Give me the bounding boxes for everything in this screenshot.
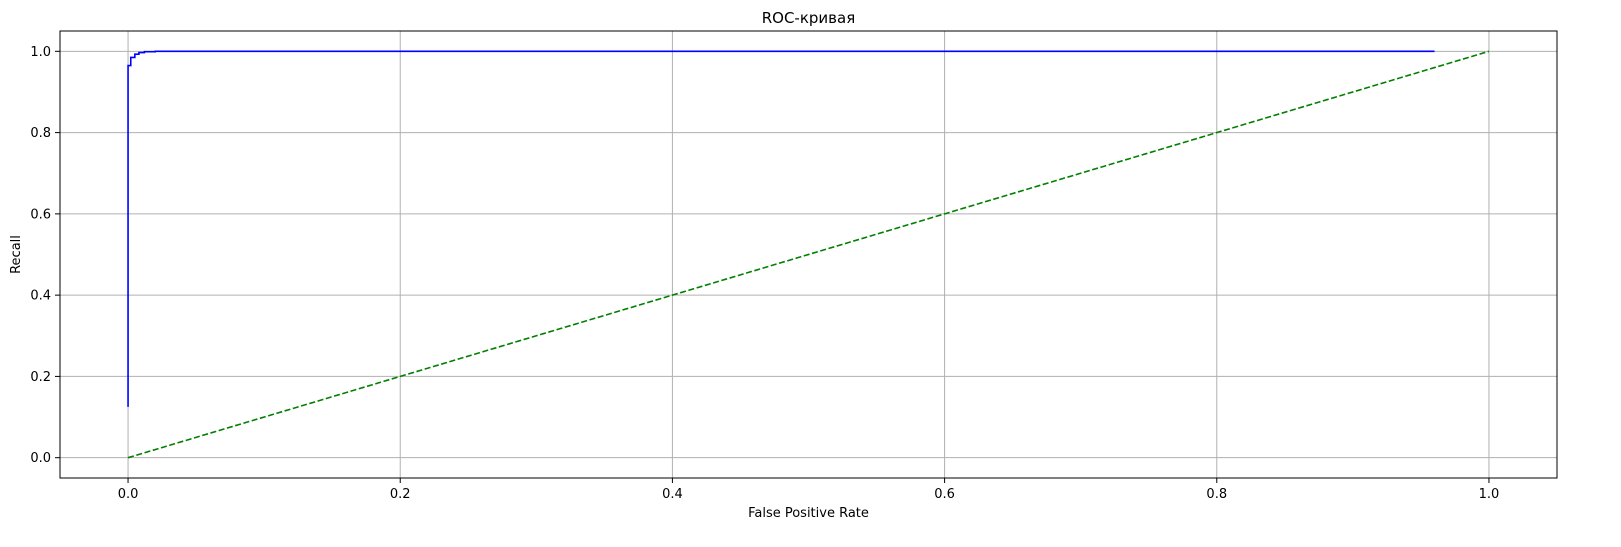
x-tick-label: 1.0 — [1479, 487, 1500, 502]
y-tick-label: 0.4 — [30, 289, 51, 304]
ticks: 0.0 0.2 0.4 0.6 0.8 1.0 0.0 0.2 0.4 0.6 0.8 1.0 — [30, 45, 1499, 502]
y-tick-label: 0.2 — [30, 370, 51, 385]
x-tick-label: 0.2 — [390, 487, 411, 502]
x-tick-label: 0.8 — [1206, 487, 1227, 502]
plot-series — [127, 50, 1490, 459]
y-tick-label: 0.0 — [30, 451, 51, 466]
x-axis-label: False Positive Rate — [748, 506, 869, 521]
y-tick-label: 1.0 — [30, 45, 51, 60]
chart-title: ROC-кривая — [762, 9, 856, 27]
y-tick-label: 0.6 — [30, 207, 51, 222]
x-tick-label: 0.0 — [118, 487, 139, 502]
roc-curve-line — [127, 50, 1435, 407]
axes-frame — [59, 30, 1558, 479]
y-tick-label: 0.8 — [30, 126, 51, 141]
x-tick-label: 0.4 — [662, 487, 683, 502]
y-axis-label: Recall — [9, 235, 24, 274]
x-tick-label: 0.6 — [934, 487, 955, 502]
diagonal-reference-line — [127, 50, 1490, 459]
